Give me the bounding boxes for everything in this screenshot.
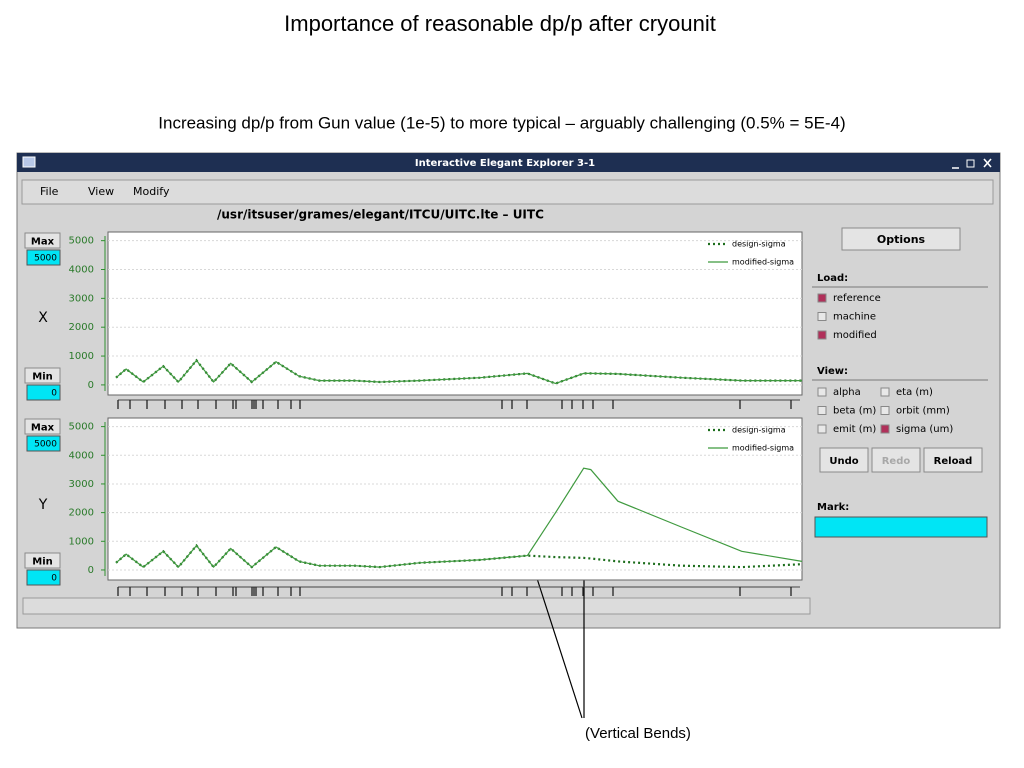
series-line <box>115 467 803 569</box>
load-checkbox[interactable] <box>817 312 827 321</box>
maximize-button[interactable] <box>966 159 975 168</box>
legend-label: modified-sigma <box>732 258 794 267</box>
max-field[interactable] <box>26 249 61 266</box>
slide-title: Importance of reasonable dp/p after cryo… <box>284 11 716 36</box>
max-value: 5000 <box>34 440 57 450</box>
view-option: beta (m) <box>833 406 876 417</box>
mark-field[interactable] <box>814 516 988 538</box>
y-tick-label: 3000 <box>69 293 94 304</box>
y-tick-label: 4000 <box>69 450 94 461</box>
window-title: Interactive Elegant Explorer 3-1 <box>415 158 595 169</box>
view-option: alpha <box>833 387 861 398</box>
file-path: /usr/itsuser/grames/elegant/ITCU/UITC.lt… <box>217 208 544 222</box>
max-button-label: Max <box>31 423 55 434</box>
y-tick-label: 1000 <box>69 536 94 547</box>
plot-area <box>107 417 803 581</box>
load-checkbox[interactable] <box>817 330 827 340</box>
view-checkbox[interactable] <box>880 387 890 397</box>
action-button[interactable] <box>871 447 921 473</box>
load-option: reference <box>833 293 881 304</box>
axis-name: Y <box>38 497 48 513</box>
slide-subtitle: Increasing dp/p from Gun value (1e-5) to… <box>158 113 845 132</box>
y-tick-label: 3000 <box>69 479 94 490</box>
y-tick-label: 0 <box>88 380 94 391</box>
y-tick-label: 2000 <box>69 322 94 333</box>
view-option: sigma (um) <box>896 424 953 435</box>
mark-label: Mark: <box>817 502 849 513</box>
max-value: 5000 <box>34 254 57 264</box>
menu-item[interactable]: View <box>88 185 114 198</box>
min-field[interactable] <box>26 569 61 586</box>
max-button[interactable] <box>24 232 61 249</box>
series-line <box>115 359 802 385</box>
options-button[interactable] <box>841 227 961 251</box>
y-tick-label: 0 <box>88 565 94 576</box>
view-checkbox[interactable] <box>817 387 827 397</box>
min-field[interactable] <box>26 384 61 401</box>
y-tick-label: 1000 <box>69 351 94 362</box>
y-tick-label: 4000 <box>69 265 94 276</box>
menu-item[interactable]: File <box>40 185 59 198</box>
load-checkbox[interactable] <box>817 293 827 303</box>
options-button-label: Options <box>877 233 926 246</box>
view-checkbox[interactable] <box>880 406 890 415</box>
view-checkbox[interactable] <box>817 406 827 415</box>
status-bar <box>22 597 811 615</box>
action-button-label: Reload <box>934 456 973 467</box>
min-button-label: Min <box>32 557 53 568</box>
min-value: 0 <box>51 574 57 584</box>
menu-item[interactable]: Modify <box>133 185 170 198</box>
min-button[interactable] <box>24 552 61 569</box>
menu-bar <box>21 179 994 205</box>
arrow <box>532 565 583 719</box>
view-checkbox[interactable] <box>880 424 890 434</box>
min-button-label: Min <box>32 372 53 383</box>
y-tick-label: 2000 <box>69 508 94 519</box>
close-button[interactable] <box>983 158 992 168</box>
y-tick-label: 5000 <box>69 422 94 433</box>
annotation: (Vertical Bends) <box>585 725 691 742</box>
view-option: orbit (mm) <box>896 406 950 417</box>
window-icon <box>22 156 36 168</box>
load-option: machine <box>833 312 876 323</box>
axis-name: X <box>38 310 48 326</box>
view-option: emit (m) <box>833 424 876 435</box>
legend-label: design-sigma <box>732 426 786 435</box>
action-button-label: Redo <box>882 456 911 467</box>
legend-label: modified-sigma <box>732 444 794 453</box>
plot-area <box>107 231 803 396</box>
view-option: eta (m) <box>896 387 933 398</box>
view-checkbox[interactable] <box>817 424 827 434</box>
min-value: 0 <box>51 389 57 399</box>
view-label: View: <box>817 366 848 377</box>
legend-label: design-sigma <box>732 240 786 249</box>
title-bar <box>17 153 1000 172</box>
max-button[interactable] <box>24 418 61 435</box>
max-button-label: Max <box>31 237 55 248</box>
max-field[interactable] <box>26 435 61 452</box>
min-button[interactable] <box>24 367 61 384</box>
action-button[interactable] <box>819 447 869 473</box>
action-button[interactable] <box>923 447 983 473</box>
action-button-label: Undo <box>829 456 858 467</box>
load-option: modified <box>833 330 877 341</box>
y-tick-label: 5000 <box>69 236 94 247</box>
load-label: Load: <box>817 273 848 284</box>
